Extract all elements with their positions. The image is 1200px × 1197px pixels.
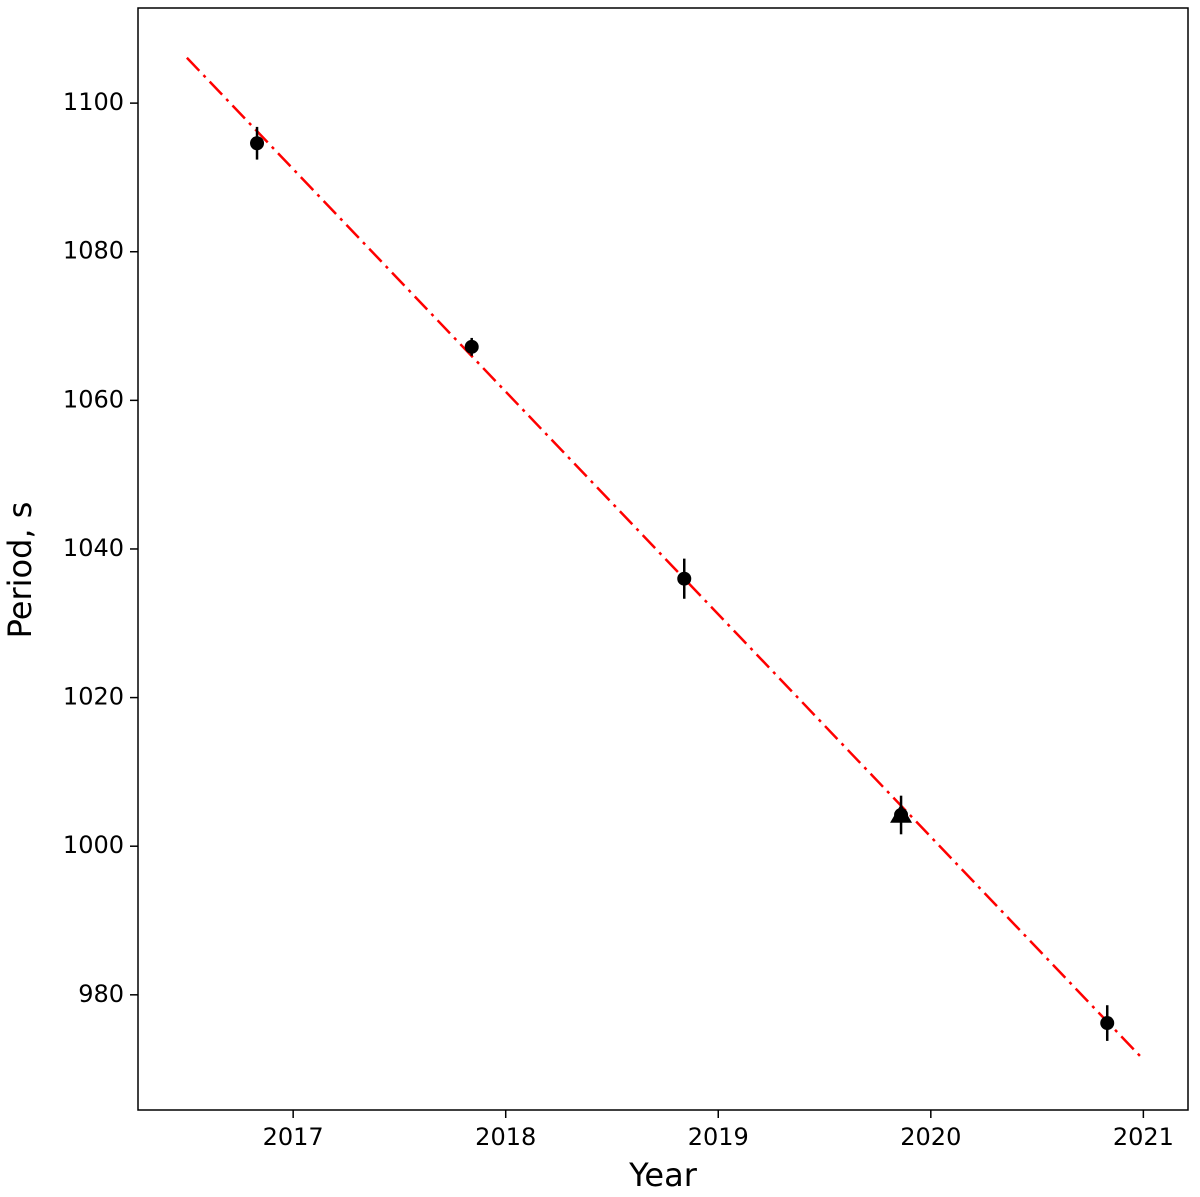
- y-tick-label: 1000: [63, 831, 124, 859]
- y-tick-label: 1080: [63, 237, 124, 265]
- point-marker: [250, 136, 265, 151]
- point-marker: [1100, 1016, 1115, 1031]
- y-axis-label: Period, s: [1, 502, 39, 639]
- x-tick-label: 2021: [1113, 1123, 1174, 1151]
- x-tick-label: 2020: [900, 1123, 961, 1151]
- triangle-marker: [890, 803, 913, 823]
- y-tick-label: 1040: [63, 534, 124, 562]
- plot-frame: [137, 7, 1189, 1111]
- x-axis-label: Year: [628, 1156, 698, 1194]
- y-tick-label: 1100: [63, 88, 124, 116]
- point-marker: [677, 571, 692, 586]
- y-tick-label: 1020: [63, 683, 124, 711]
- x-tick-label: 2019: [688, 1123, 749, 1151]
- x-tick-label: 2018: [475, 1123, 536, 1151]
- fit-line: [185, 56, 1145, 1061]
- y-tick-label: 1060: [63, 385, 124, 413]
- y-tick-label: 980: [78, 980, 124, 1008]
- x-tick-label: 2017: [263, 1123, 324, 1151]
- point-marker: [464, 339, 479, 354]
